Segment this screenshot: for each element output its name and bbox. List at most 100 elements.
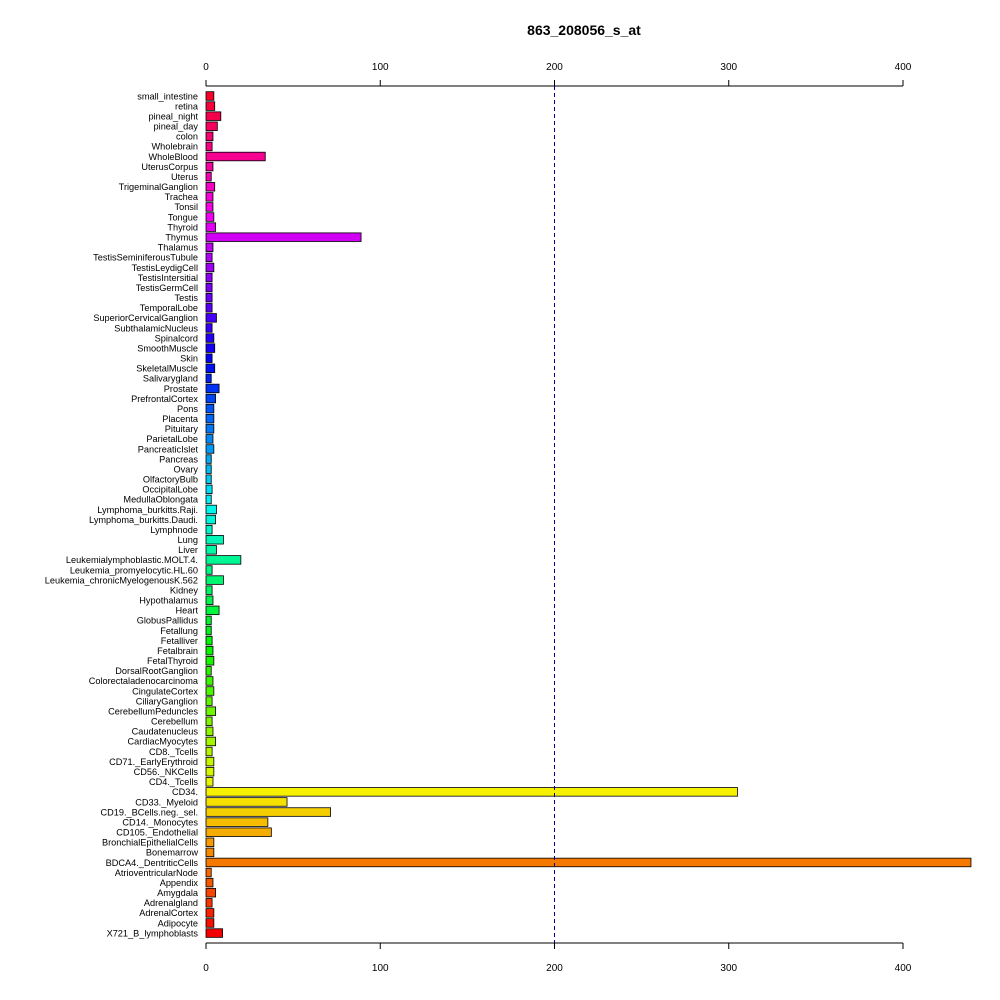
bar xyxy=(205,696,213,706)
category-label: Leukemialymphoblastic.MOLT.4. xyxy=(66,555,198,565)
bar xyxy=(205,837,215,847)
category-label: Pituitary xyxy=(165,424,199,434)
category-label: Lymphnode xyxy=(150,525,198,535)
bar xyxy=(205,282,213,293)
category-label: PrefrontalCortex xyxy=(131,394,198,404)
bar xyxy=(205,323,213,333)
category-label: CD34. xyxy=(172,787,198,797)
category-label: CD71._EarlyErythroid xyxy=(109,757,198,767)
category-label: TemporalLobe xyxy=(140,303,198,313)
bar xyxy=(205,464,212,474)
category-label: DorsalRootGanglion xyxy=(115,666,198,676)
category-label: TestisGermCell xyxy=(136,283,198,293)
bottom-axis-tick-label: 200 xyxy=(546,963,563,974)
bar xyxy=(205,706,216,716)
category-label: Trachea xyxy=(165,192,199,202)
category-label: Fetalbrain xyxy=(157,646,198,656)
bar xyxy=(205,666,212,676)
bar xyxy=(205,121,218,131)
bottom-axis-tick-label: 300 xyxy=(720,963,737,974)
bar xyxy=(205,91,215,101)
category-label: retina xyxy=(175,101,199,111)
bar xyxy=(205,807,331,817)
bar xyxy=(205,514,216,525)
bottom-axis-tick-label: 0 xyxy=(203,963,209,974)
category-label: BDCA4._DentriticCells xyxy=(106,858,199,868)
category-label: Tongue xyxy=(168,212,198,222)
bar xyxy=(205,313,217,323)
bar xyxy=(205,262,215,273)
category-label: CD33._Myeloid xyxy=(135,797,198,807)
category-label: Salivarygland xyxy=(143,374,198,384)
bar xyxy=(205,928,223,938)
bar xyxy=(205,333,215,343)
bar xyxy=(205,797,288,807)
category-label: GlobusPallidus xyxy=(137,616,199,626)
bar xyxy=(205,222,216,232)
category-label: Amygdala xyxy=(157,888,199,898)
bar xyxy=(205,192,214,202)
bar xyxy=(205,726,214,737)
bar xyxy=(205,292,213,303)
category-label: Ovary xyxy=(173,464,198,474)
bar xyxy=(205,111,222,121)
top-axis: 0 100 200 300 400 xyxy=(203,62,912,87)
bar xyxy=(205,595,214,605)
category-labels: small_intestineretinapineal_nightpineal_… xyxy=(45,91,199,938)
bar xyxy=(205,545,217,555)
bar xyxy=(205,746,213,757)
category-label: Cerebellum xyxy=(151,717,198,727)
top-axis-tick-label: 100 xyxy=(372,62,389,73)
top-axis-tick-label: 400 xyxy=(895,62,912,73)
category-label: Pancreas xyxy=(159,454,198,464)
bar xyxy=(205,847,215,858)
bar xyxy=(205,635,213,646)
bar xyxy=(205,232,362,242)
category-label: TestisLeydigCell xyxy=(132,263,198,273)
bar xyxy=(205,403,215,414)
category-label: CD14._Monocytes xyxy=(122,817,198,827)
bar xyxy=(205,716,213,726)
bar xyxy=(205,817,269,827)
category-label: Leukemia_chronicMyelogenousK.562 xyxy=(45,575,198,585)
category-label: TrigeminalGanglion xyxy=(119,182,198,192)
category-label: CD4._Tcells xyxy=(149,777,198,787)
category-label: Tonsil xyxy=(175,202,199,212)
category-label: CD8._Tcells xyxy=(149,747,198,757)
bar xyxy=(205,131,214,142)
category-label: Liver xyxy=(178,545,198,555)
bar xyxy=(205,434,214,444)
bar xyxy=(205,444,215,454)
category-label: Testis xyxy=(175,293,199,303)
category-label: X721_B_lymphoblasts xyxy=(107,928,199,938)
category-label: CD19._BCells.neg._sel. xyxy=(100,807,198,817)
bar xyxy=(205,777,214,787)
bar xyxy=(205,857,972,868)
category-label: Leukemia_promyelocytic.HL.60 xyxy=(70,565,198,575)
category-label: CerebellumPeduncles xyxy=(108,706,198,716)
bar xyxy=(205,867,212,878)
bar xyxy=(205,767,215,777)
category-label: CardiacMyocytes xyxy=(128,737,199,747)
category-label: PancreaticIslet xyxy=(138,444,199,454)
bar xyxy=(205,424,215,434)
bar xyxy=(205,756,215,767)
bar xyxy=(205,656,215,666)
bar xyxy=(205,353,213,363)
category-label: TestisSeminiferousTubule xyxy=(93,253,198,263)
category-label: Prostate xyxy=(164,384,198,394)
category-label: Pons xyxy=(177,404,198,414)
bar xyxy=(205,535,224,545)
bar xyxy=(205,373,212,384)
category-label: Fetalliver xyxy=(161,636,198,646)
category-label: Hypothalamus xyxy=(139,596,198,606)
category-label: SmoothMuscle xyxy=(137,343,198,353)
bar xyxy=(205,676,214,686)
category-label: AdrenalCortex xyxy=(139,908,198,918)
bar xyxy=(205,918,215,928)
top-axis-tick-label: 300 xyxy=(720,62,737,73)
category-label: CiliaryGanglion xyxy=(136,696,198,706)
category-label: Placenta xyxy=(162,414,199,424)
category-label: SkeletalMuscle xyxy=(136,364,198,374)
bar xyxy=(205,877,214,888)
